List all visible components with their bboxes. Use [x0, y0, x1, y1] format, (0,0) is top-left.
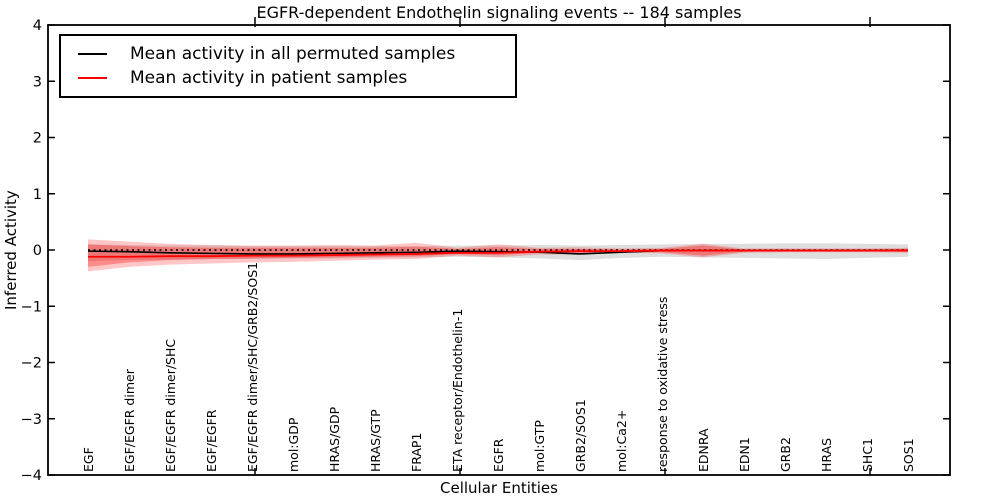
category-label: SOS1	[901, 438, 916, 472]
category-label: EGFR	[491, 438, 506, 472]
category-label: HRAS/GDP	[327, 406, 342, 472]
category-label: response to oxidative stress	[655, 297, 670, 472]
y-tick-label: 3	[33, 74, 42, 90]
category-label: GRB2/SOS1	[573, 399, 588, 472]
category-label: EDN1	[737, 437, 752, 472]
y-tick-label: −2	[21, 356, 42, 372]
y-tick-label: 0	[33, 243, 42, 259]
category-label: SHC1	[860, 438, 875, 472]
patient-line-sample	[78, 77, 107, 80]
category-label: mol:GTP	[532, 420, 547, 472]
category-label: HRAS/GTP	[368, 409, 383, 472]
y-tick-label: 4	[33, 18, 42, 34]
legend: Mean activity in all permuted samples Me…	[59, 34, 517, 98]
legend-item-patient: Mean activity in patient samples	[61, 68, 515, 88]
permuted-line-sample	[78, 52, 107, 55]
y-tick-label: −4	[21, 468, 42, 484]
patient-mean-line	[88, 249, 908, 258]
patient-std-band-outer	[88, 239, 908, 272]
category-label: EDNRA	[696, 428, 711, 472]
legend-label-patient: Mean activity in patient samples	[130, 68, 408, 89]
category-label: EGF	[81, 447, 96, 472]
category-label: ETA receptor/Endothelin-1	[450, 309, 465, 472]
x-axis-title: Cellular Entities	[440, 479, 558, 497]
y-tick-label: 1	[33, 187, 42, 203]
chart-title: EGFR-dependent Endothelin signaling even…	[256, 3, 742, 22]
category-label: EGF/EGFR dimer/SHC	[163, 339, 178, 472]
legend-label-permuted: Mean activity in all permuted samples	[130, 43, 456, 64]
y-tick-label: −1	[21, 299, 42, 315]
category-label: EGF/EGFR	[204, 409, 219, 472]
category-label: mol:Ca2+	[614, 410, 629, 472]
category-label: HRAS	[819, 438, 834, 472]
category-label: FRAP1	[409, 433, 424, 472]
legend-item-permuted: Mean activity in all permuted samples	[61, 44, 515, 64]
category-label: mol:GDP	[286, 417, 301, 472]
y-tick-label: −3	[21, 412, 42, 428]
y-axis-title: Inferred Activity	[2, 190, 20, 310]
category-label: EGF/EGFR dimer/SHC/GRB2/SOS1	[245, 262, 260, 472]
y-tick-label: 2	[33, 131, 42, 147]
category-label: EGF/EGFR dimer	[122, 368, 137, 472]
category-label: GRB2	[778, 437, 793, 472]
